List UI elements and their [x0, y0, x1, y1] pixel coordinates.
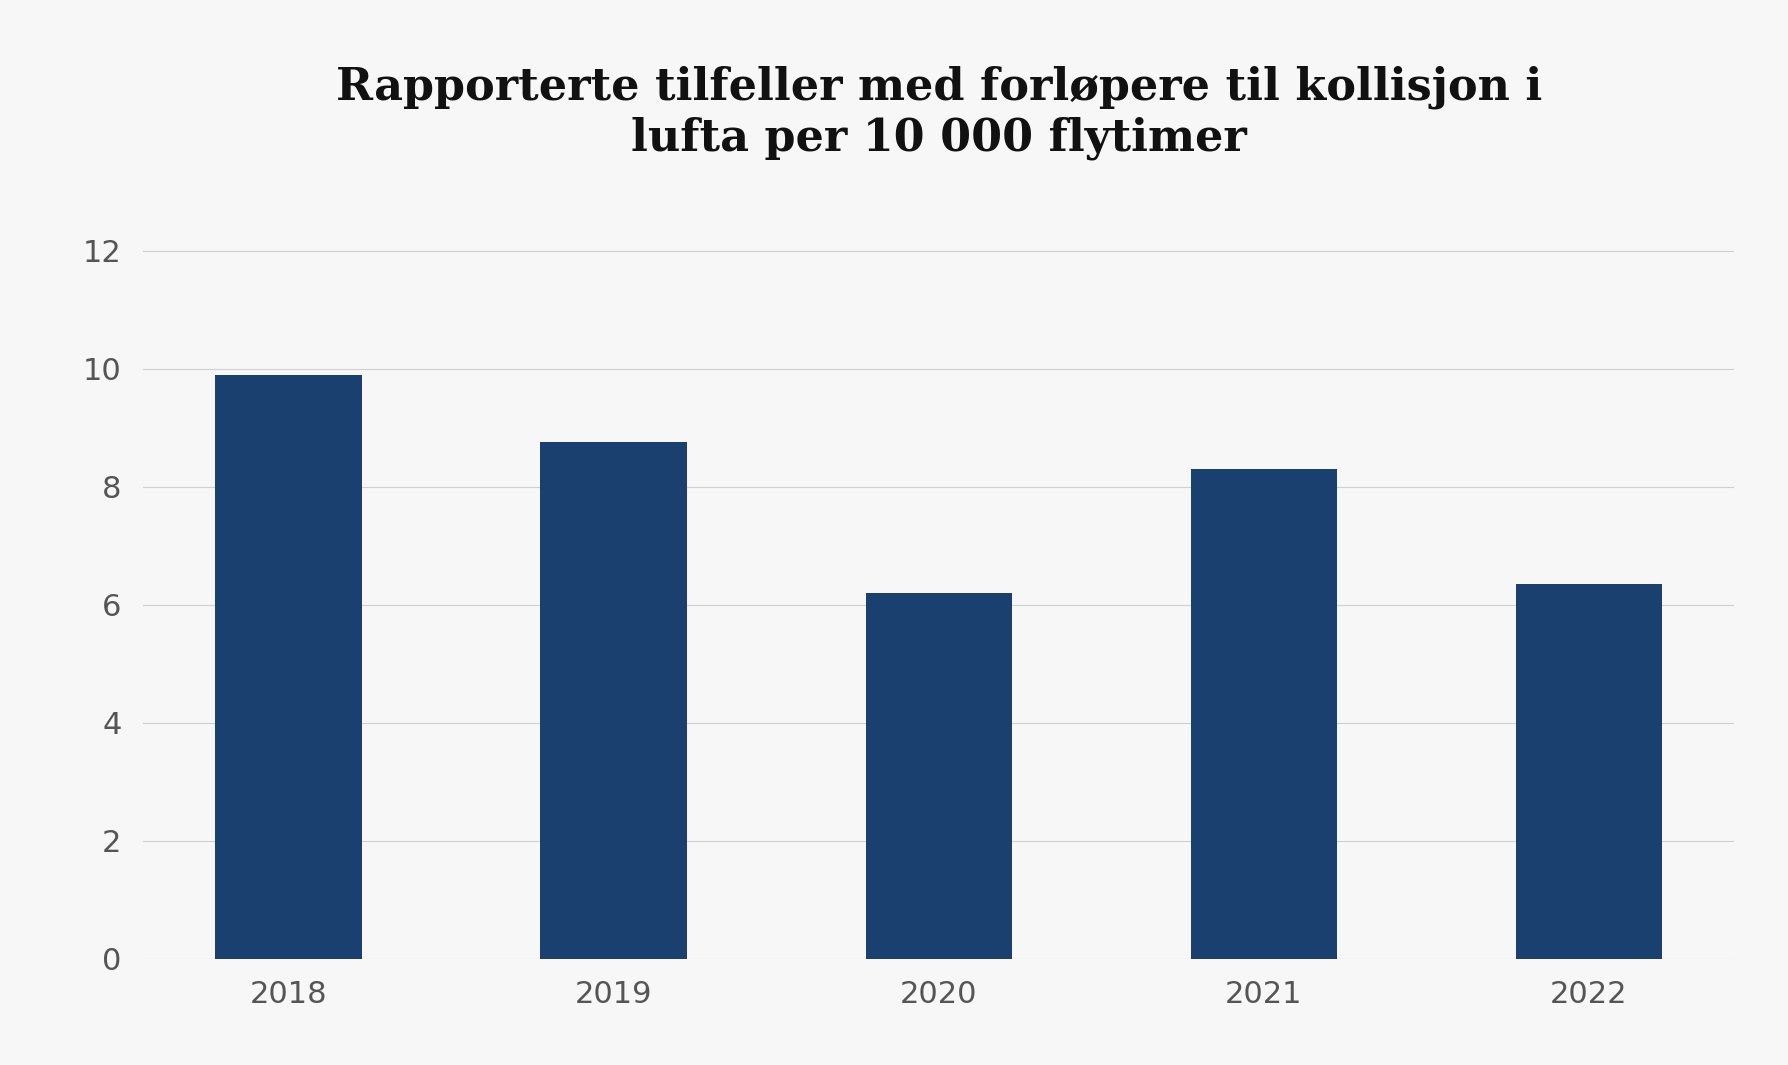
Title: Rapporterte tilfeller med forløpere til kollisjon i
lufta per 10 000 flytimer: Rapporterte tilfeller med forløpere til … [336, 66, 1541, 160]
Bar [540, 442, 687, 958]
Bar [215, 375, 361, 958]
Bar [1191, 469, 1337, 958]
Bar [1516, 584, 1663, 958]
Bar [865, 593, 1012, 958]
